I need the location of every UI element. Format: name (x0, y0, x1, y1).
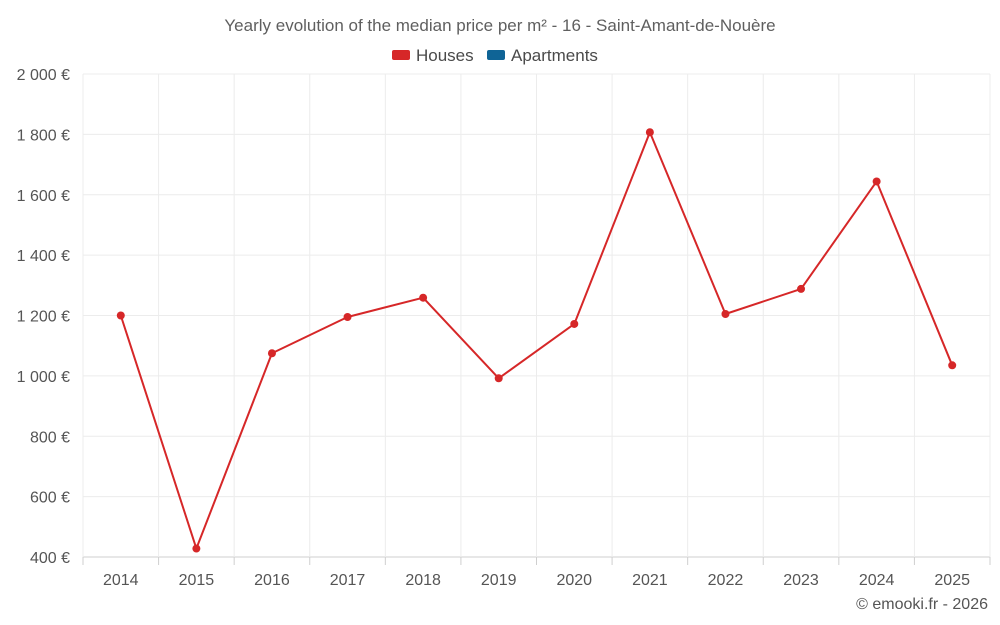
x-tick-label: 2025 (934, 572, 970, 589)
y-tick-label: 1 400 € (17, 248, 70, 265)
legend-item-apartments[interactable]: Apartments (487, 46, 598, 65)
x-tick-label: 2022 (708, 572, 744, 589)
legend-swatch-apartments (487, 50, 505, 60)
data-point[interactable] (645, 128, 654, 137)
data-point[interactable] (116, 311, 125, 320)
legend-label-apartments: Apartments (511, 46, 598, 65)
y-tick-label: 2 000 € (17, 67, 70, 84)
series-line-houses (119, 131, 954, 550)
y-tick-label: 1 600 € (17, 188, 70, 205)
y-tick-label: 1 000 € (17, 369, 70, 386)
legend-item-houses[interactable]: Houses (392, 46, 474, 65)
x-tick-label: 2017 (330, 572, 366, 589)
y-tick-label: 400 € (30, 550, 70, 567)
legend-swatch-houses (392, 50, 410, 60)
legend-label-houses: Houses (416, 46, 474, 65)
y-axis-labels: 400 € 600 € 800 € 1 000 € 1 200 € 1 400 € 1 60… (17, 67, 70, 567)
x-tick-label: 2020 (556, 572, 592, 589)
series-houses (116, 128, 957, 553)
data-point[interactable] (948, 361, 957, 370)
x-tick-label: 2018 (405, 572, 441, 589)
data-point[interactable] (494, 374, 503, 383)
y-tick-label: 800 € (30, 429, 70, 446)
data-point[interactable] (343, 313, 352, 322)
x-tick-label: 2024 (859, 572, 895, 589)
y-tick-label: 1 800 € (17, 127, 70, 144)
data-point[interactable] (797, 284, 806, 293)
data-point[interactable] (267, 349, 276, 358)
data-point[interactable] (419, 293, 428, 302)
y-tick-label: 600 € (30, 490, 70, 507)
x-tick-label: 2016 (254, 572, 290, 589)
vertical-gridlines (82, 74, 991, 565)
x-tick-label: 2014 (103, 572, 139, 589)
data-point[interactable] (570, 319, 579, 328)
x-tick-label: 2023 (783, 572, 819, 589)
x-tick-label: 2021 (632, 572, 668, 589)
chart-title: Yearly evolution of the median price per… (224, 16, 775, 35)
x-axis-labels: 2014 2015 2016 2017 2018 2019 2020 2021 2022 2023… (103, 572, 970, 589)
data-point[interactable] (872, 177, 881, 186)
x-tick-label: 2019 (481, 572, 517, 589)
legend: Houses Apartments (392, 46, 598, 65)
data-point[interactable] (192, 544, 201, 553)
credit-text: © emooki.fr - 2026 (856, 596, 988, 613)
y-tick-label: 1 200 € (17, 309, 70, 326)
data-point[interactable] (721, 309, 730, 318)
x-tick-label: 2015 (179, 572, 215, 589)
